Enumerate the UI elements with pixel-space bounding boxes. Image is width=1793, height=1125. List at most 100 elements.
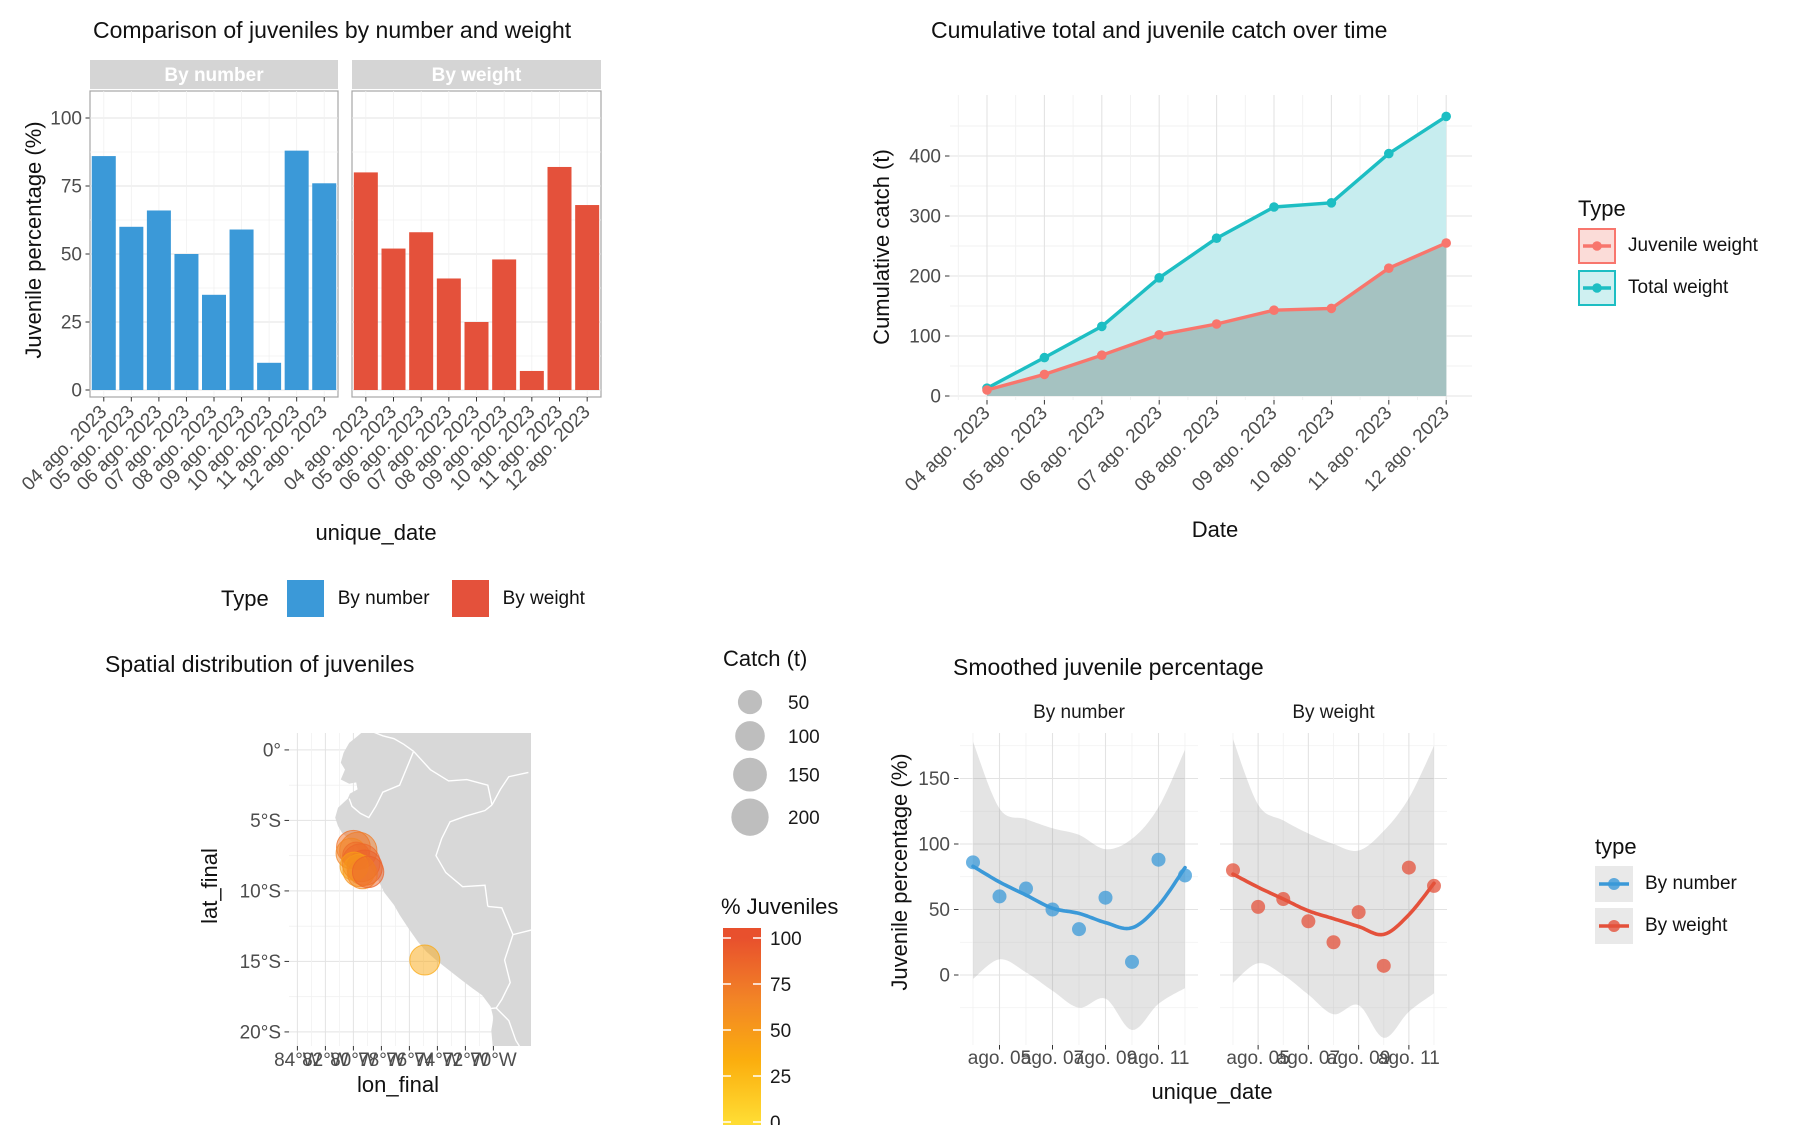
- cumulative-y-axis-title: Cumulative catch (t): [869, 149, 894, 345]
- data-point: [1039, 352, 1050, 363]
- bar: [202, 294, 226, 390]
- data-point: [1039, 369, 1050, 380]
- bar: [353, 172, 378, 390]
- x-tick-label: 82°W: [302, 1050, 349, 1071]
- x-tick-label: 80°W: [330, 1050, 377, 1071]
- facet-strip: [90, 60, 338, 89]
- legend-entry-total-weight: Total weight: [1578, 270, 1758, 306]
- y-tick-label: 0: [71, 381, 82, 402]
- smooth-x-axis-title: unique_date: [1151, 1079, 1273, 1104]
- y-tick-label: 50: [61, 245, 82, 266]
- y-tick-label: 0: [930, 387, 941, 408]
- y-tick-label: 75: [61, 177, 82, 198]
- bar: [119, 226, 144, 390]
- data-point: [992, 889, 1007, 904]
- data-point: [1154, 273, 1164, 283]
- country-border: [491, 771, 529, 806]
- bar: [464, 322, 489, 390]
- data-point: [1326, 198, 1337, 208]
- size-legend-title: Catch (t): [723, 646, 808, 671]
- size-legend-value: 150: [788, 766, 820, 787]
- line-point-key-icon: [1583, 241, 1611, 251]
- smooth-legend: type By number By weight: [1595, 834, 1737, 944]
- x-tick-label: ago. 11: [1128, 1048, 1190, 1069]
- map-land-layer: [335, 733, 531, 1046]
- data-point: [1151, 852, 1166, 867]
- facet-strip: [352, 60, 601, 89]
- bars-legend: Type By number By weight: [221, 580, 607, 617]
- color-legend-title: % Juveniles: [721, 894, 839, 919]
- country-border: [512, 929, 531, 936]
- color-legend-value: 0: [770, 1113, 781, 1125]
- size-legend-value: 50: [788, 693, 809, 714]
- data-point: [1269, 305, 1279, 316]
- data-point: [1019, 881, 1033, 896]
- bar: [174, 254, 199, 390]
- line-point-key-icon: [1599, 920, 1629, 932]
- data-point: [1211, 233, 1222, 243]
- bar: [229, 229, 254, 390]
- cumulative-legend-title: Type: [1578, 196, 1626, 221]
- size-legend-circle: [737, 690, 763, 715]
- x-tick-label: ago. 07: [1277, 1048, 1340, 1069]
- catch-bubble: [409, 944, 441, 976]
- cumulative-chart-title: Cumulative total and juvenile catch over…: [931, 17, 1388, 43]
- bar: [381, 248, 406, 390]
- country-border: [495, 1007, 521, 1046]
- data-point: [1097, 350, 1107, 361]
- map-x-axis-title: lon_final: [357, 1072, 439, 1097]
- data-point: [1269, 202, 1279, 212]
- data-point: [1097, 321, 1107, 332]
- legend-label-by-weight: By weight: [1645, 915, 1728, 936]
- data-point: [1384, 148, 1394, 159]
- x-tick-label: ago. 09: [1074, 1048, 1137, 1069]
- bar: [436, 278, 461, 390]
- y-tick-label: 10°S: [240, 881, 281, 902]
- bar: [519, 370, 544, 390]
- bar: [284, 150, 309, 390]
- data-point: [1441, 238, 1451, 248]
- x-tick-label: ago. 05: [968, 1048, 1031, 1069]
- legend-entry-by-number: By number: [1595, 866, 1737, 902]
- bars-x-axis-title: unique_date: [315, 520, 437, 545]
- smooth-line: [1231, 872, 1436, 937]
- y-tick-label: 20°S: [240, 1022, 281, 1043]
- legend-label-by-number: By number: [337, 587, 430, 609]
- legend-label-by-number: By number: [1645, 873, 1737, 894]
- data-point: [966, 855, 980, 870]
- legend-entry-juvenile-weight: Juvenile weight: [1578, 228, 1758, 264]
- data-point: [1178, 868, 1192, 883]
- x-tick-label: 70°W: [470, 1050, 517, 1071]
- size-legend-circle: [733, 757, 767, 792]
- bars-chart-title: Comparison of juveniles by number and we…: [93, 17, 572, 43]
- y-tick-label: 5°S: [250, 811, 281, 832]
- bar: [409, 232, 434, 390]
- bar: [146, 210, 171, 390]
- legend-label-by-weight: By weight: [502, 587, 585, 609]
- map-chart-title: Spatial distribution of juveniles: [105, 651, 415, 677]
- cumulative-legend: Type Juvenile weight Total weight: [1578, 196, 1758, 306]
- data-point: [1384, 263, 1394, 274]
- legend-key-total-weight: [1578, 270, 1616, 306]
- data-point: [1326, 935, 1341, 950]
- country-border: [348, 751, 415, 819]
- data-point: [1276, 892, 1291, 907]
- data-point: [1427, 878, 1441, 893]
- smooth-y-axis-title: Juvenile percentage (%): [887, 753, 912, 991]
- data-point: [1401, 860, 1416, 875]
- y-tick-label: 100: [50, 109, 82, 130]
- data-point: [1211, 319, 1222, 329]
- legend-label-total-weight: Total weight: [1628, 277, 1729, 298]
- smooth-legend-title: type: [1595, 834, 1637, 859]
- y-tick-label: 50: [929, 900, 950, 921]
- bars-y-axis-title: Juvenile percentage (%): [21, 121, 46, 359]
- facet-panel: [966, 741, 1192, 1030]
- cumulative-x-axis-title: Date: [1191, 517, 1239, 542]
- facet-label: By weight: [432, 65, 522, 86]
- color-legend-value: 25: [770, 1067, 791, 1088]
- x-tick-label: 78°W: [358, 1050, 405, 1071]
